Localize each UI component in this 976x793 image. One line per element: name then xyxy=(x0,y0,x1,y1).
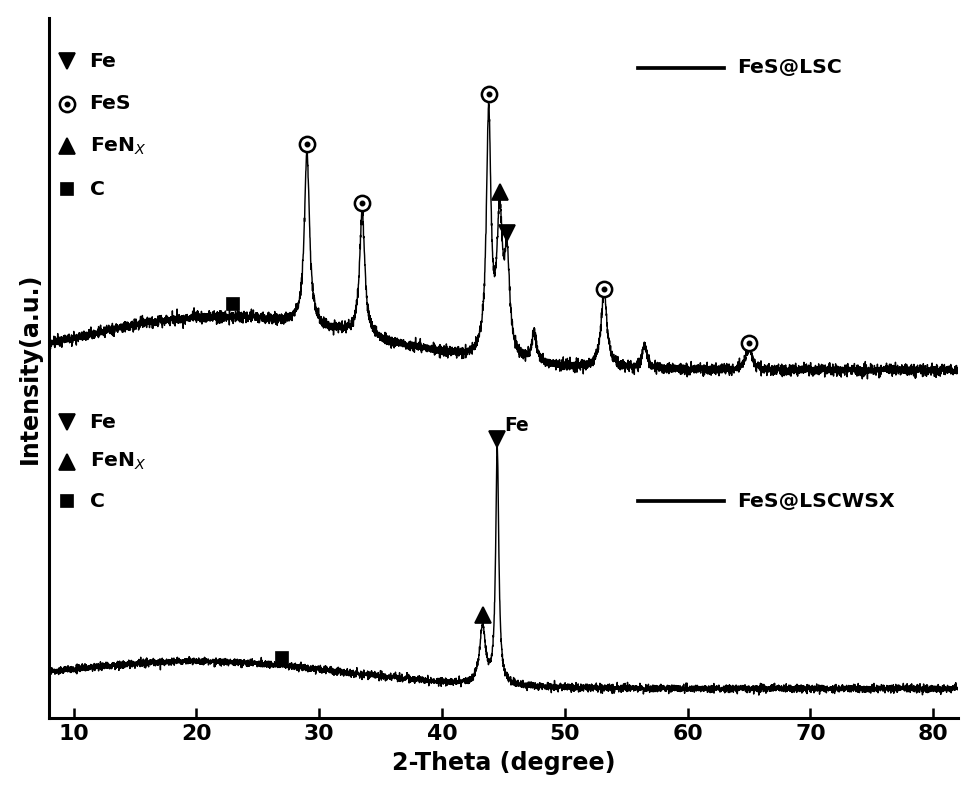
Text: Fe: Fe xyxy=(505,416,529,435)
Y-axis label: Intensity(a.u.): Intensity(a.u.) xyxy=(19,273,42,464)
Text: C: C xyxy=(90,180,104,198)
X-axis label: 2-Theta (degree): 2-Theta (degree) xyxy=(391,751,615,775)
Text: FeN$_X$: FeN$_X$ xyxy=(90,451,146,473)
Text: FeS: FeS xyxy=(90,94,131,113)
Text: FeN$_X$: FeN$_X$ xyxy=(90,136,146,157)
Text: Fe: Fe xyxy=(90,413,116,432)
Text: FeS@LSC: FeS@LSC xyxy=(737,58,841,77)
Text: Fe: Fe xyxy=(90,52,116,71)
Text: C: C xyxy=(90,492,104,511)
Text: FeS@LSCWSX: FeS@LSCWSX xyxy=(737,492,894,511)
